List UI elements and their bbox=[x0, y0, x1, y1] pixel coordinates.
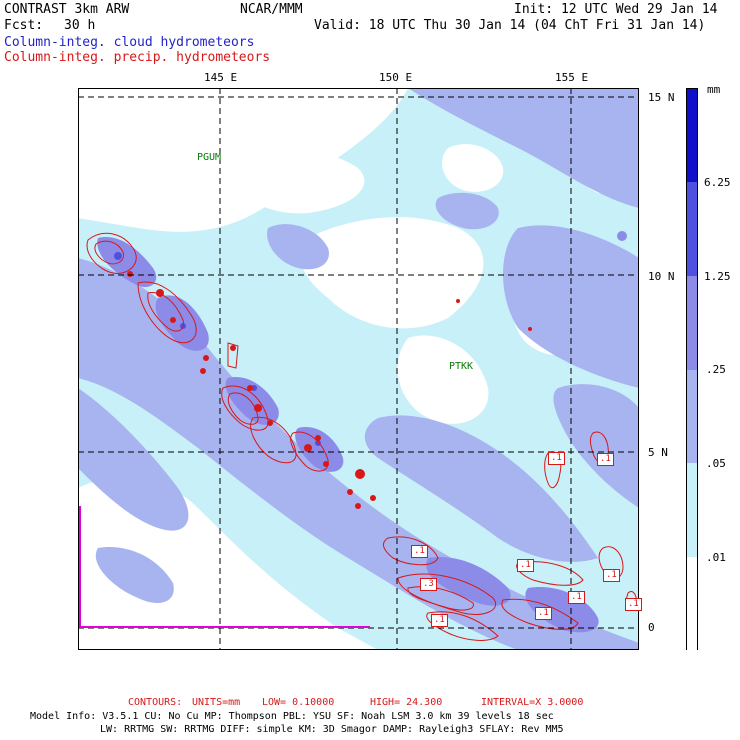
colorbar bbox=[686, 88, 698, 651]
contour-label: .3 bbox=[420, 578, 437, 591]
lon-label-150: 150 E bbox=[379, 71, 413, 84]
contours-units: UNITS=mm bbox=[192, 697, 241, 708]
contour-label: .1 bbox=[548, 452, 565, 465]
forecast-hour: 30 h bbox=[64, 18, 96, 33]
contour-label: .1 bbox=[535, 607, 552, 620]
lon-label-155: 155 E bbox=[555, 71, 589, 84]
valid-time: Valid: 18 UTC Thu 30 Jan 14 (04 ChT Fri … bbox=[314, 18, 706, 33]
precip-cores bbox=[127, 271, 532, 509]
colorbar-segment bbox=[687, 557, 697, 651]
colorbar-level: 1.25 bbox=[704, 270, 731, 283]
station-label-guam: PGUM bbox=[197, 152, 222, 163]
model-info-2: LW: RRTMG SW: RRTMG DIFF: simple KM: 3D … bbox=[100, 724, 564, 735]
colorbar-segment bbox=[687, 276, 697, 370]
colorbar-level: .05 bbox=[706, 457, 726, 470]
contour-label: .1 bbox=[517, 559, 534, 572]
colorbar-segment bbox=[687, 463, 697, 557]
contours-interval: INTERVAL=X 3.0000 bbox=[481, 697, 584, 708]
colorbar-unit: mm bbox=[707, 83, 721, 96]
contours-low: LOW= 0.10000 bbox=[262, 697, 335, 708]
model-title: CONTRAST 3km ARW bbox=[4, 2, 130, 17]
station-label-chuuk: PTKK bbox=[449, 361, 474, 372]
colorbar-level: 6.25 bbox=[704, 176, 731, 189]
contour-label: .1 bbox=[568, 591, 585, 604]
colorbar-level: .25 bbox=[706, 363, 726, 376]
contour-label: .1 bbox=[431, 614, 448, 627]
init-time: Init: 12 UTC Wed 29 Jan 14 bbox=[514, 2, 718, 17]
lat-label-10n: 10 N bbox=[648, 270, 675, 283]
field-cloud-hydrometeors: Column-integ. cloud hydrometeors bbox=[4, 35, 255, 50]
precip-contours bbox=[86, 232, 637, 641]
colorbar-segment bbox=[687, 89, 697, 182]
organization: NCAR/MMM bbox=[240, 2, 303, 17]
contours-high: HIGH= 24.300 bbox=[370, 697, 443, 708]
lon-label-145: 145 E bbox=[204, 71, 238, 84]
field-precip-hydrometeors: Column-integ. precip. hydrometeors bbox=[4, 50, 271, 65]
lat-label-15n: 15 N bbox=[648, 91, 675, 104]
contour-label: .1 bbox=[625, 598, 642, 611]
contours-label: CONTOURS: bbox=[128, 697, 183, 708]
colorbar-level: .01 bbox=[706, 551, 726, 564]
lat-label-0: 0 bbox=[648, 621, 655, 634]
model-info: Model Info: V3.5.1 CU: No Cu MP: Thompso… bbox=[30, 711, 554, 722]
contour-label: .1 bbox=[597, 453, 614, 466]
weather-map bbox=[78, 88, 639, 650]
domain-boundary bbox=[79, 506, 370, 628]
contour-label: .1 bbox=[603, 569, 620, 582]
contour-label: .1 bbox=[411, 545, 428, 558]
colorbar-segment bbox=[687, 370, 697, 463]
forecast-label: Fcst: bbox=[4, 18, 44, 33]
colorbar-segment bbox=[687, 182, 697, 276]
lat-label-5n: 5 N bbox=[648, 446, 668, 459]
